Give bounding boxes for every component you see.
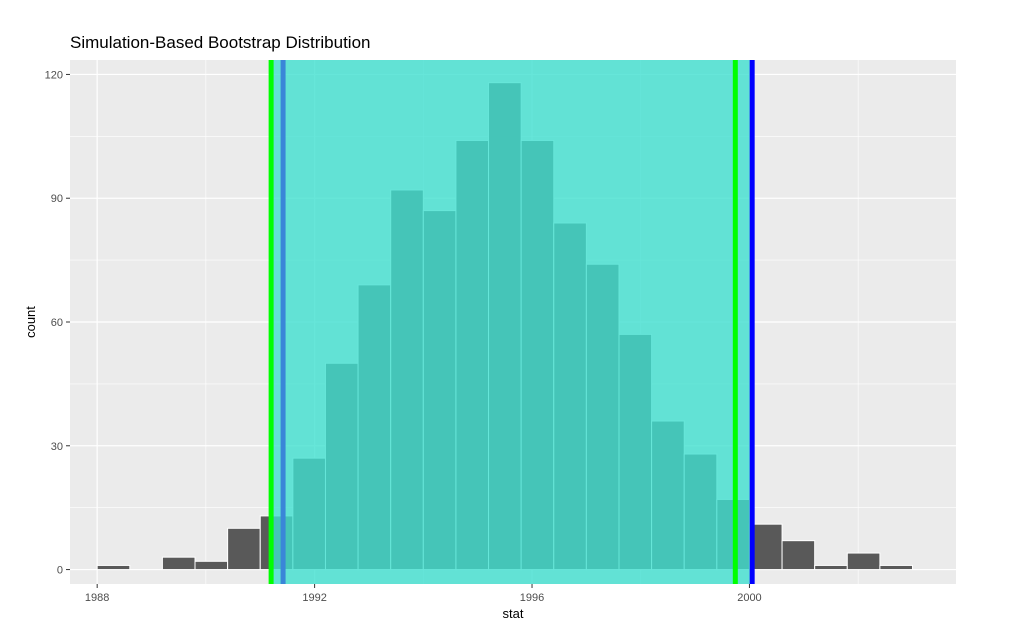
histogram-bar <box>194 560 229 571</box>
x-tick-label: 1988 <box>85 592 109 604</box>
histogram-bar <box>161 556 196 571</box>
histogram-bar <box>814 564 848 571</box>
x-tick-label: 1992 <box>302 592 326 604</box>
y-tick-label: 0 <box>57 565 63 577</box>
histogram-bar <box>846 552 881 571</box>
chart-title: Simulation-Based Bootstrap Distribution <box>70 33 371 52</box>
axis-ticks: 0 30 60 90 120 1988 1992 1996 2000 <box>45 69 762 604</box>
x-tick-label: 1996 <box>520 592 544 604</box>
y-tick-label: 30 <box>51 441 63 453</box>
y-tick-label: 120 <box>45 69 63 81</box>
interval-lines <box>268 60 755 584</box>
histogram-bar <box>879 564 914 571</box>
confidence-interval-shade <box>271 60 753 584</box>
histogram-bar <box>96 564 131 571</box>
x-axis-title: stat <box>503 606 524 621</box>
shaded-interval <box>271 60 753 584</box>
y-axis-title: count <box>23 306 38 338</box>
x-tick-label: 2000 <box>737 592 761 604</box>
y-tick-label: 60 <box>51 317 63 329</box>
histogram-bar <box>227 527 261 571</box>
y-tick-label: 90 <box>51 193 63 205</box>
histogram-bar <box>781 540 816 571</box>
